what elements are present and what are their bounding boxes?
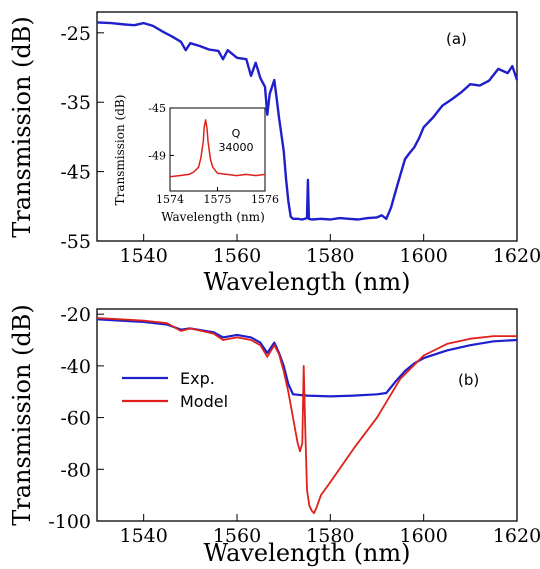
panel-b-x-tick-label-2: 1580 xyxy=(306,525,354,547)
panel-b-series-model-line xyxy=(96,317,517,515)
panel-b-y-tick-label-4: -100 xyxy=(48,511,91,533)
panel-a-label: (a) xyxy=(446,30,467,48)
panel-a-series-line xyxy=(96,21,519,221)
panel-b-y-tick-label-3: -80 xyxy=(60,459,91,481)
inset-x-ticks: 1574 1575 1576 xyxy=(156,187,279,206)
inset-x-tick-label-2: 1576 xyxy=(251,193,279,206)
inset-y-axis-title: Transmission (dB) xyxy=(113,95,127,206)
inset-y-tick-label-1: -49 xyxy=(148,149,166,162)
panel-b-y-ticks: -20 -40 -60 -80 -100 xyxy=(48,304,104,533)
panel-b-x-tick-label-0: 1540 xyxy=(119,525,167,547)
panel-a-x-tick-label-2: 1580 xyxy=(306,245,354,267)
panel-b-y-tick-label-2: -60 xyxy=(60,408,91,430)
panel-b-x-tick-label-1: 1560 xyxy=(213,525,261,547)
panel-a-x-tick-label-0: 1540 xyxy=(119,245,167,267)
panel-b-frame xyxy=(96,308,518,522)
panel-b-x-axis-title: Wavelength (nm) xyxy=(203,539,410,567)
inset-annotation-label: Q xyxy=(232,127,241,140)
panel-a-x-axis-title: Wavelength (nm) xyxy=(203,268,410,296)
panel-a-y-tick-label-1: -35 xyxy=(60,92,91,114)
inset-series-line xyxy=(169,119,266,178)
panel-b-series-exp-line xyxy=(96,318,518,398)
panel-a-y-tick-label-0: -25 xyxy=(60,23,91,45)
panel-a-x-tick-label-1: 1560 xyxy=(213,245,261,267)
panel-b-y-tick-label-0: -20 xyxy=(60,304,91,326)
panel-a-y-axis-title: Transmission (dB) xyxy=(8,16,36,238)
panel-a-frame xyxy=(96,11,518,242)
panel-a: 1540 1560 1580 1600 1620 -25 -35 -45 -55 (a) Wa… xyxy=(8,11,540,296)
panel-a-inset: 1574 1575 1576 -45 -49 Q 34000 Wavelength (… xyxy=(113,95,279,224)
panel-a-y-ticks: -25 -35 -45 -55 xyxy=(60,23,104,253)
panel-a-x-tick-label-4: 1620 xyxy=(493,245,540,267)
panel-b-x-tick-label-4: 1620 xyxy=(493,525,540,547)
panel-b-legend: Exp. Model xyxy=(122,369,228,411)
legend-label-exp: Exp. xyxy=(180,369,215,388)
panel-a-x-ticks: 1540 1560 1580 1600 1620 xyxy=(119,234,540,267)
inset-x-axis-title: Wavelength (nm) xyxy=(161,210,265,224)
panel-b-y-axis-title: Transmission (dB) xyxy=(8,304,36,526)
panel-a-y-tick-label-3: -55 xyxy=(60,231,91,253)
inset-x-tick-label-1: 1575 xyxy=(204,193,232,206)
panel-b-y-tick-label-1: -40 xyxy=(60,356,91,378)
panel-b-x-tick-label-3: 1600 xyxy=(399,525,447,547)
inset-y-tick-label-0: -45 xyxy=(148,102,166,115)
panel-b: 1540 1560 1580 1600 1620 -20 -40 -60 -80 -100 (b… xyxy=(8,304,540,567)
inset-x-tick-label-0: 1574 xyxy=(156,193,184,206)
inset-y-ticks: -45 -49 xyxy=(148,102,174,162)
inset-background xyxy=(170,108,265,191)
panel-b-label: (b) xyxy=(458,371,479,389)
panel-a-x-tick-label-3: 1600 xyxy=(399,245,447,267)
legend-label-model: Model xyxy=(180,392,228,411)
panel-a-y-tick-label-2: -45 xyxy=(60,162,91,184)
panel-b-x-ticks: 1540 1560 1580 1600 1620 xyxy=(119,514,540,547)
inset-annotation-value: 34000 xyxy=(219,141,254,154)
